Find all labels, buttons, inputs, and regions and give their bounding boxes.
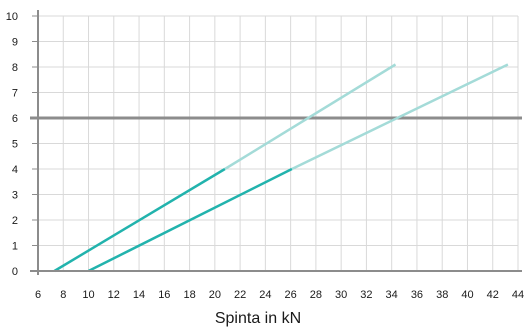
x-tick-label-28: 28 xyxy=(310,289,322,301)
series-1-segment-2 xyxy=(224,63,397,171)
y-tick-label-0: 0 xyxy=(12,266,18,278)
x-tick-label-32: 32 xyxy=(360,289,372,301)
x-tick-label-26: 26 xyxy=(285,289,297,301)
x-tick-label-6: 6 xyxy=(35,289,41,301)
x-tick-label-10: 10 xyxy=(82,289,94,301)
x-tick-label-24: 24 xyxy=(259,289,271,301)
grid xyxy=(38,15,519,271)
y-tick-label-6: 6 xyxy=(12,113,18,125)
x-tick-label-44: 44 xyxy=(512,289,524,301)
x-tick-label-40: 40 xyxy=(461,289,473,301)
series-2-segment-2 xyxy=(291,63,509,171)
y-tick-label-1: 1 xyxy=(12,241,18,253)
x-tick-label-8: 8 xyxy=(60,289,66,301)
x-tick-label-16: 16 xyxy=(158,289,170,301)
x-axis-title: Spinta in kN xyxy=(215,310,301,327)
series-2-segment-1 xyxy=(87,167,293,273)
y-tick-label-7: 7 xyxy=(12,88,18,100)
x-tick-label-42: 42 xyxy=(487,289,499,301)
y-tick-label-9: 9 xyxy=(12,37,18,49)
y-tick-label-2: 2 xyxy=(12,215,18,227)
y-tick-label-3: 3 xyxy=(12,190,18,202)
x-tick-label-30: 30 xyxy=(335,289,347,301)
y-tick-label-8: 8 xyxy=(12,62,18,74)
x-tick-label-20: 20 xyxy=(209,289,221,301)
x-tick-label-14: 14 xyxy=(133,289,145,301)
x-tick-label-12: 12 xyxy=(108,289,120,301)
x-tick-label-38: 38 xyxy=(436,289,448,301)
y-tick-label-10: 10 xyxy=(6,11,18,23)
x-tick-label-34: 34 xyxy=(386,289,398,301)
y-tick-label-4: 4 xyxy=(12,164,18,176)
x-tick-label-36: 36 xyxy=(411,289,423,301)
x-tick-label-22: 22 xyxy=(234,289,246,301)
axes xyxy=(30,10,522,275)
series-1-segment-1 xyxy=(53,167,226,273)
y-tick-label-5: 5 xyxy=(12,139,18,151)
x-tick-label-18: 18 xyxy=(183,289,195,301)
series-lines xyxy=(53,63,509,273)
